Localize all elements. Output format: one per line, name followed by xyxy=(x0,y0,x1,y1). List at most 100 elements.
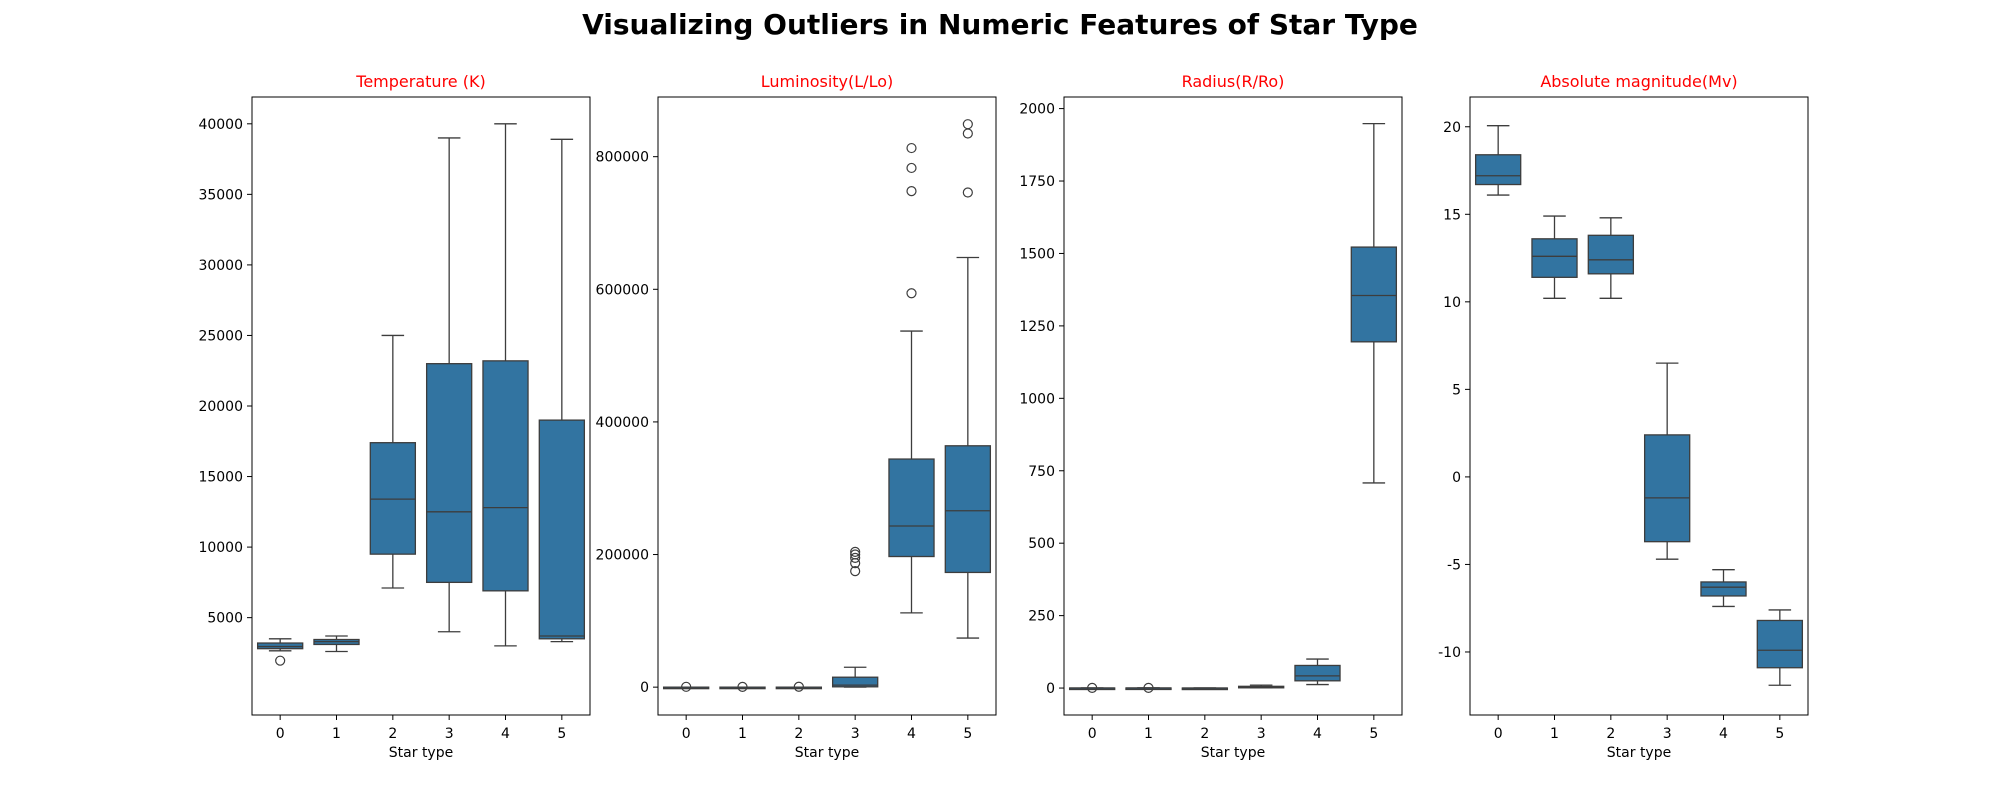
box-iqr xyxy=(538,419,586,640)
box-iqr xyxy=(1700,581,1747,597)
box-iqr xyxy=(1643,434,1691,543)
outlier-point xyxy=(1087,682,1098,694)
y-tick-label: 1750 xyxy=(1019,174,1055,190)
y-tick-label: 1500 xyxy=(1019,246,1055,262)
x-tick-label: 4 xyxy=(1719,726,1728,742)
y-tick-label: 5 xyxy=(1452,382,1461,398)
plot-frame xyxy=(1469,96,1809,716)
x-tick-label: 2 xyxy=(1606,726,1615,742)
box-iqr xyxy=(256,642,304,650)
y-tick-label: 15000 xyxy=(198,470,243,486)
plot-frame xyxy=(1063,96,1403,716)
plot-frame xyxy=(657,96,997,716)
y-tick-label: 0 xyxy=(1046,681,1055,697)
y-tick-label: 0 xyxy=(640,680,649,696)
x-tick-label: 3 xyxy=(1257,726,1266,742)
y-tick-label: 500 xyxy=(1028,536,1055,552)
panel-title: Temperature (K) xyxy=(355,72,485,91)
x-tick-label: 3 xyxy=(445,726,454,742)
box-iqr xyxy=(1756,619,1804,669)
y-tick-label: -10 xyxy=(1438,645,1461,661)
y-tick-label: 30000 xyxy=(198,258,243,274)
y-tick-label: 25000 xyxy=(198,328,243,344)
box-iqr xyxy=(1587,234,1635,275)
outlier-point xyxy=(962,119,973,130)
y-tick-label: 5000 xyxy=(207,611,243,627)
box-4 xyxy=(1700,569,1747,608)
box-5 xyxy=(538,138,586,643)
outlier-point xyxy=(962,128,973,139)
box-1 xyxy=(313,635,360,653)
x-tick-label: 0 xyxy=(1494,726,1503,742)
box-2 xyxy=(1587,217,1635,299)
panel-absolute-magnitude: Absolute magnitude(Mv) -10 -5 0 5 10 15 20 0 1 2 3 4… xyxy=(1438,72,1809,761)
x-tick-label: 5 xyxy=(963,726,972,742)
box-iqr xyxy=(482,360,529,592)
outlier-point xyxy=(962,187,973,198)
panel-temperature: Temperature (K) 5000 10000 15000 20000 25000 3… xyxy=(198,72,591,761)
x-axis-label: Star type xyxy=(795,745,859,761)
outlier-point xyxy=(906,186,917,197)
box-4 xyxy=(1294,658,1341,686)
x-tick-label: 0 xyxy=(276,726,285,742)
box-iqr xyxy=(369,442,417,555)
box-2 xyxy=(1181,687,1229,691)
x-tick-label: 1 xyxy=(738,726,747,742)
box-iqr xyxy=(425,363,473,584)
box-5 xyxy=(944,119,992,639)
y-tick-label: 250 xyxy=(1028,609,1055,625)
box-iqr xyxy=(1294,664,1341,682)
outlier-point xyxy=(850,552,861,563)
y-tick-label: 400000 xyxy=(596,415,649,431)
y-tick-label: 10 xyxy=(1443,295,1461,311)
outlier-point xyxy=(681,681,692,692)
box-1 xyxy=(719,681,766,692)
x-tick-label: 1 xyxy=(1144,726,1153,742)
outlier-point xyxy=(906,162,917,174)
y-tick-label: 1000 xyxy=(1019,391,1055,407)
box-iqr xyxy=(888,458,935,558)
outlier-point xyxy=(850,549,861,560)
y-tick-label: 200000 xyxy=(596,548,649,564)
box-iqr xyxy=(1474,154,1522,186)
y-tick-label: 600000 xyxy=(596,282,649,298)
x-tick-label: 5 xyxy=(557,726,566,742)
box-3 xyxy=(1237,684,1285,689)
x-tick-label: 2 xyxy=(1200,726,1209,742)
y-tick-label: 800000 xyxy=(596,150,649,166)
box-2 xyxy=(775,681,823,692)
x-axis-label: Star type xyxy=(1201,745,1265,761)
x-tick-label: 2 xyxy=(794,726,803,742)
box-5 xyxy=(1350,123,1398,484)
x-tick-label: 4 xyxy=(501,726,510,742)
outlier-point xyxy=(737,681,748,692)
x-tick-label: 4 xyxy=(907,726,916,742)
figure-title: Visualizing Outliers in Numeric Features… xyxy=(582,8,1418,41)
box-0 xyxy=(662,681,710,692)
x-axis-label: Star type xyxy=(389,745,453,761)
x-tick-label: 3 xyxy=(1663,726,1672,742)
panel-luminosity: Luminosity(L/Lo) 0 200000 400000 600000 80000… xyxy=(596,72,997,761)
x-tick-label: 0 xyxy=(682,726,691,742)
panel-title: Radius(R/Ro) xyxy=(1182,72,1285,91)
box-4 xyxy=(482,123,529,647)
box-4 xyxy=(888,142,935,614)
x-axis-label: Star type xyxy=(1607,745,1671,761)
x-tick-label: 0 xyxy=(1088,726,1097,742)
outlier-point xyxy=(850,546,861,557)
y-tick-label: 35000 xyxy=(198,187,243,203)
y-tick-label: 20 xyxy=(1443,120,1461,136)
panel-radius: Radius(R/Ro)0250500750100012501500175020… xyxy=(1019,72,1403,761)
x-tick-label: 2 xyxy=(388,726,397,742)
outlier-point xyxy=(793,681,804,692)
y-tick-label: 1250 xyxy=(1019,319,1055,335)
y-tick-label: 40000 xyxy=(198,117,243,133)
outlier-point xyxy=(906,288,917,299)
y-tick-label: 15 xyxy=(1443,207,1461,223)
y-tick-label: -5 xyxy=(1447,557,1461,573)
y-tick-label: 20000 xyxy=(198,399,243,415)
outlier-point xyxy=(906,142,917,154)
panel-title: Absolute magnitude(Mv) xyxy=(1540,72,1737,91)
box-3 xyxy=(831,546,879,688)
